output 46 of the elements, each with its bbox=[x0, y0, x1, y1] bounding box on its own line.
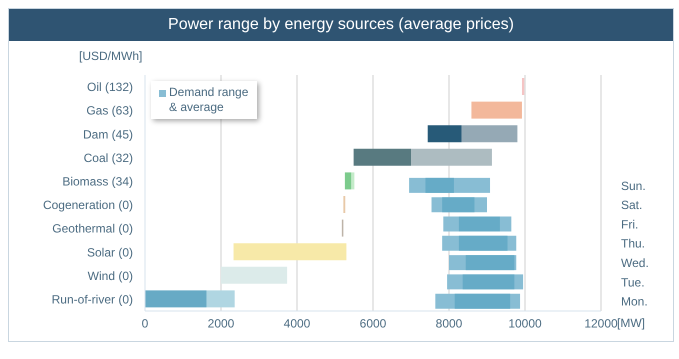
bar bbox=[351, 172, 354, 190]
bar bbox=[466, 255, 514, 270]
y-tick-label: Geothermal (0) bbox=[52, 222, 133, 236]
y-tick-label: Dam (45) bbox=[82, 127, 133, 142]
y-tick-label: Oil (132) bbox=[86, 80, 133, 94]
x-tick-label: 12000 bbox=[584, 316, 618, 331]
x-tick-label: 4000 bbox=[284, 316, 311, 331]
y-tick-label: Sun. bbox=[621, 178, 646, 193]
chart-title: Power range by energy sources (average prices) bbox=[9, 9, 673, 41]
x-tick-label: 2000 bbox=[208, 316, 235, 331]
bar bbox=[428, 125, 462, 142]
x-tick-label: 8000 bbox=[436, 316, 463, 331]
legend-label: Demand range & average bbox=[169, 85, 249, 115]
bar bbox=[354, 148, 411, 166]
x-tick-label: 0 bbox=[142, 316, 149, 331]
bar bbox=[442, 197, 474, 212]
y-tick-label: Sat. bbox=[621, 198, 642, 212]
bar bbox=[411, 148, 492, 166]
y-tick-label: Wind (0) bbox=[88, 268, 133, 283]
y-axis-title: [USD/MWh] bbox=[79, 49, 142, 63]
bar bbox=[344, 172, 352, 190]
y-tick-label: Solar (0) bbox=[86, 245, 133, 260]
bar bbox=[425, 178, 454, 193]
y-tick-label: Fri. bbox=[621, 217, 638, 232]
y-tick-label: Run-of-river (0) bbox=[52, 292, 133, 306]
y-tick-label: Coal (32) bbox=[84, 150, 133, 165]
bar bbox=[234, 243, 346, 260]
y-tick-label: Thu. bbox=[621, 236, 646, 251]
bar bbox=[462, 125, 518, 142]
bar bbox=[145, 290, 207, 308]
bar bbox=[221, 266, 288, 284]
x-axis-title: [MW] bbox=[617, 316, 645, 330]
bar bbox=[458, 216, 500, 232]
bar bbox=[206, 290, 235, 308]
y-tick-label: Biomass (34) bbox=[62, 174, 134, 188]
y-tick-label: Mon. bbox=[621, 294, 648, 309]
y-tick-label: Wed. bbox=[621, 256, 649, 270]
bar bbox=[471, 102, 522, 119]
y-tick-label: Gas (63) bbox=[86, 104, 133, 118]
y-tick-label: Tue. bbox=[621, 275, 645, 290]
bar bbox=[462, 274, 514, 290]
y-tick-label: Cogeneration (0) bbox=[42, 198, 133, 212]
x-tick-label: 6000 bbox=[360, 316, 387, 331]
bar bbox=[458, 236, 508, 251]
x-tick-label: 10000 bbox=[508, 316, 542, 331]
bar bbox=[454, 294, 510, 309]
